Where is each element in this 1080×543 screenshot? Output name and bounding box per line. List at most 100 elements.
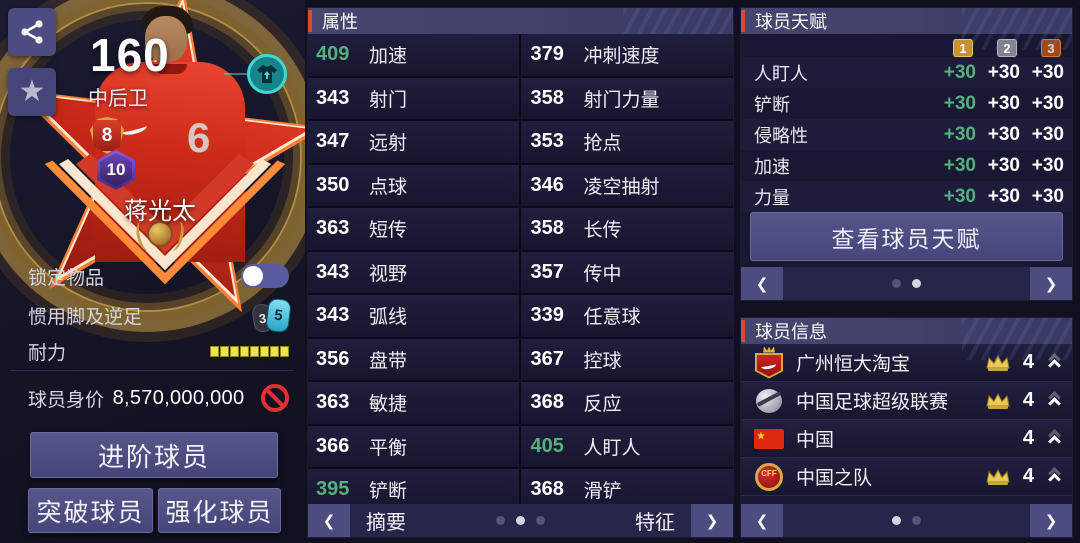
pager-dot [496,516,505,525]
boost-chevrons-icon [1048,390,1062,410]
player-name: 蒋光太 [124,198,196,225]
attributes-header: 属性 [308,8,733,50]
attribute-cell: 357 传中 [520,251,733,295]
jersey-number: 6 [187,114,211,161]
next-page-arrow[interactable]: ❯ [1030,267,1072,300]
attribute-cell: 353 抢点 [520,121,733,165]
league-logo-icon [754,385,784,417]
preferred-foot-boot-icon: 5 [266,298,291,332]
talents-title: 球员天赋 [755,12,827,32]
crown-icon [986,468,1010,485]
enhance-player-button[interactable]: 强化球员 [158,488,281,533]
laurel-emblem-icon [131,219,189,255]
next-tab-label[interactable]: 特征 [635,512,675,534]
player-info-header: 球员信息 [741,318,1072,360]
club-crest-icon [754,346,784,379]
advance-player-button[interactable]: 进阶球员 [30,432,278,478]
attribute-cell: 409 加速 [308,34,521,78]
jersey-collar [153,64,187,74]
jersey-icon [257,65,277,83]
prev-page-arrow[interactable]: ❮ [741,504,783,537]
pager-dot [892,279,901,288]
talent-rows: 人盯人 +30 +30 +30 铲断 +30 +30 +30 侵略性 +30 +… [741,57,1072,212]
talent-row: 铲断 +30 +30 +30 [754,92,1064,115]
attribute-cell: 366 平衡 [308,425,521,469]
kit-swap-button[interactable] [247,54,287,94]
attribute-cell: 347 远射 [308,121,521,165]
prev-tab-label[interactable]: 摘要 [366,512,406,534]
league-row[interactable]: 中国足球超级联赛 4 [741,382,1072,420]
pager-dots [783,504,1030,537]
attributes-panel: 属性 409 加速 379 冲刺速度 343 射门 358 射门力量 347 远射 353… [308,8,733,537]
lock-items-toggle[interactable] [241,264,289,288]
next-page-arrow[interactable]: ❯ [691,504,733,537]
no-trade-icon [260,384,289,412]
next-page-arrow[interactable]: ❯ [1030,504,1072,537]
gold-ring-art [0,2,302,312]
club-row[interactable]: 广州恒大淘宝 4 [741,344,1072,382]
preferred-foot-row: 惯用脚及逆足 3 5 [28,298,291,332]
tier-3-badge: 3 [1022,39,1066,57]
nation-flag-icon [754,423,784,455]
attribute-cell: 350 点球 [308,164,521,208]
player-photo: 6 [95,6,245,262]
breakthrough-player-button[interactable]: 突破球员 [28,488,153,533]
view-talents-button[interactable]: 查看球员天赋 [750,212,1063,261]
info-rows: 广州恒大淘宝 4 中国足球超级联赛 4 [741,344,1072,496]
player-face [145,16,187,62]
talents-header: 球员天赋 [741,8,1072,50]
foot-rating-icons: 3 5 [252,298,291,332]
attribute-cell: 343 射门 [308,77,521,121]
player-value-label: 球员身价 [28,389,105,411]
pager-dot-active [516,516,525,525]
attribute-cell: 358 长传 [520,208,733,252]
attribute-cell: 405 人盯人 [520,425,733,469]
stamina-bar [210,345,289,357]
share-button[interactable] [8,8,56,56]
pager-dots [783,267,1030,300]
attribute-cell: 343 弧线 [308,295,521,339]
attributes-pager: ❮ 摘要 特征 ❯ [308,504,733,537]
attribute-cell: 358 射门力量 [520,77,733,121]
national-team-crest-icon: CFF [754,461,784,493]
player-info-panel: 球员信息 广州恒大淘宝 4 中国足球超级联赛 [741,318,1072,537]
pager-dot-active [912,279,921,288]
divider [10,370,293,371]
talent-row: 侵略性 +30 +30 +30 [741,119,1072,150]
stamina-row: 耐力 [28,341,289,364]
lock-items-label: 锁定物品 [28,267,105,289]
prev-page-arrow[interactable]: ❮ [741,267,783,300]
attribute-cell: 367 控球 [520,338,733,382]
nation-row[interactable]: 中国 4 [741,420,1072,458]
boost-chevrons-icon [1048,466,1062,486]
player-info-title: 球员信息 [755,322,827,342]
star-icon: ★ [18,75,46,108]
tier-1-badge: 1 [934,39,978,57]
laurel-ball [149,223,171,245]
crown-icon [986,392,1010,409]
talents-panel: 球员天赋 1 2 3 人盯人 +30 +30 +30 铲断 +30 +30 +3… [741,8,1072,300]
pager-dot-active [892,516,901,525]
talent-row: 人盯人 +30 +30 +30 [741,57,1072,88]
toggle-knob [243,266,263,286]
crown-icon [986,354,1010,371]
prev-page-arrow[interactable]: ❮ [308,504,350,537]
talent-row: 力量 +30 +30 +30 [741,181,1072,212]
attribute-cell: 343 视野 [308,251,521,295]
preferred-foot-label: 惯用脚及逆足 [28,306,143,328]
favorite-button[interactable]: ★ [8,68,56,116]
talent-tier-badges: 1 2 3 [741,39,1072,57]
attribute-cell: 363 敏捷 [308,382,521,426]
share-icon [21,20,43,44]
position-label: 中后卫 [88,88,148,110]
attributes-grid: 409 加速 379 冲刺速度 343 射门 358 射门力量 347 远射 353 抢点 … [308,34,733,537]
pager-dot [912,516,921,525]
attribute-cell: 379 冲刺速度 [520,34,733,78]
pager-dot [536,516,545,525]
boost-chevrons-icon [1048,352,1062,372]
player-value-row: 球员身价 8,570,000,000 [28,383,289,413]
national-team-row[interactable]: CFF 中国之队 4 [741,458,1072,496]
talent-row: 加速 +30 +30 +30 [754,154,1064,177]
overall-rating: 160 [90,29,170,81]
